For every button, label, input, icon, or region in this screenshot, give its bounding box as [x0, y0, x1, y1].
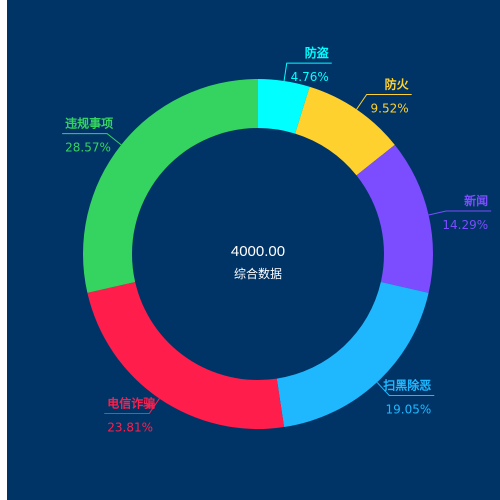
slice-name-label-2: 新闻: [464, 193, 488, 208]
slice-name-label-4: 电信诈骗: [107, 395, 155, 410]
center-label: 综合数据: [234, 266, 282, 281]
slice-1: [295, 86, 395, 176]
leader-line-3: [376, 381, 435, 396]
leader-line-0: [283, 62, 332, 82]
slice-percent-label-5: 28.57%: [65, 141, 111, 155]
leader-line-5: [62, 133, 122, 146]
slice-3: [276, 282, 429, 428]
slice-2: [356, 144, 433, 293]
leader-line-1: [356, 94, 412, 110]
slice-name-label-1: 防火: [385, 77, 410, 92]
slice-5: [83, 79, 258, 293]
slice-0: [258, 79, 310, 134]
slice-percent-label-0: 4.76%: [291, 70, 329, 84]
slice-percent-label-1: 9.52%: [371, 102, 409, 116]
leader-line-4: [104, 398, 160, 414]
slice-name-label-3: 扫黑除恶: [383, 377, 431, 392]
slice-percent-label-2: 14.29%: [442, 218, 488, 232]
slice-percent-label-3: 19.05%: [386, 402, 432, 416]
center-value: 4000.00: [231, 243, 285, 260]
slice-4: [87, 282, 285, 429]
leader-line-2: [428, 210, 492, 216]
slice-name-label-5: 违规事项: [65, 116, 113, 131]
slice-percent-label-4: 23.81%: [107, 420, 153, 434]
slice-name-label-0: 防盗: [305, 45, 329, 60]
